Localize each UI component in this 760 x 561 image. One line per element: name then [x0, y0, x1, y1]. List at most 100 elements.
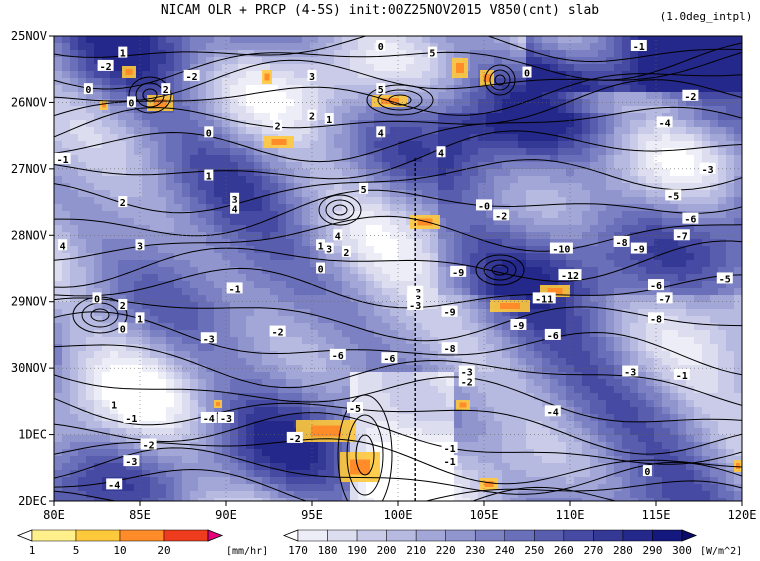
olr-cell [630, 414, 639, 422]
olr-cell [654, 127, 663, 135]
olr-cell [422, 57, 431, 65]
olr-cell [54, 92, 63, 100]
olr-cell [102, 421, 111, 429]
olr-cell [454, 379, 463, 387]
olr-cell [542, 365, 551, 373]
olr-cell [638, 218, 647, 226]
olr-cell [686, 400, 695, 408]
olr-cell [158, 393, 167, 401]
olr-cell [638, 134, 647, 142]
olr-cell [398, 71, 407, 79]
olr-cell [510, 64, 519, 72]
olr-cell [630, 344, 639, 352]
olr-cell [142, 127, 151, 135]
olr-cell [70, 36, 79, 44]
olr-cell [190, 358, 199, 366]
olr-cell [142, 246, 151, 254]
olr-cell [542, 36, 551, 44]
olr-cell [230, 358, 239, 366]
olr-cell [286, 232, 295, 240]
olr-cell [302, 211, 311, 219]
olr-cell [342, 260, 351, 268]
olr-cell [342, 393, 351, 401]
olr-cell [342, 106, 351, 114]
olr-cell [542, 127, 551, 135]
olr-cell [382, 330, 391, 338]
olr-cell [414, 239, 423, 247]
olr-cell [614, 260, 623, 268]
olr-cell [686, 99, 695, 107]
olr-cell [350, 43, 359, 51]
olr-cell [206, 351, 215, 359]
olr-cell [254, 57, 263, 65]
olr-cell [678, 127, 687, 135]
olr-cell [142, 155, 151, 163]
olr-cell [654, 323, 663, 331]
olr-cell [502, 71, 511, 79]
olr-cell [166, 337, 175, 345]
olr-cell [526, 253, 535, 261]
olr-cell [518, 92, 527, 100]
olr-cell [710, 386, 719, 394]
olr-cell [574, 148, 583, 156]
olr-cell [102, 400, 111, 408]
olr-cell [718, 344, 727, 352]
olr-cell [718, 239, 727, 247]
olr-cell [182, 344, 191, 352]
olr-cell [510, 134, 519, 142]
olr-cell [334, 358, 343, 366]
olr-cell [702, 386, 711, 394]
olr-cell [726, 253, 735, 261]
olr-cell [110, 183, 119, 191]
olr-cell [294, 358, 303, 366]
olr-cell [54, 225, 63, 233]
olr-cell [558, 330, 567, 338]
olr-cell [622, 274, 631, 282]
olr-cell [278, 36, 287, 44]
olr-cell [638, 99, 647, 107]
olr-cell [630, 127, 639, 135]
olr-cell [366, 197, 375, 205]
olr-cell [126, 428, 135, 436]
olr-cell [206, 323, 215, 331]
olr-cell [350, 71, 359, 79]
olr-cell [134, 323, 143, 331]
olr-cell [494, 169, 503, 177]
olr-cell [510, 113, 519, 121]
olr-cell [718, 330, 727, 338]
olr-cell [454, 253, 463, 261]
olr-cell [382, 134, 391, 142]
olr-cell [454, 414, 463, 422]
olr-cell [54, 281, 63, 289]
olr-cell [382, 302, 391, 310]
olr-cell [630, 302, 639, 310]
olr-cell [502, 155, 511, 163]
olr-cell [158, 127, 167, 135]
olr-cell [62, 288, 71, 296]
olr-cell [454, 78, 463, 86]
olr-cell [166, 155, 175, 163]
olr-cell [246, 337, 255, 345]
olr-cell [302, 323, 311, 331]
olr-cell [126, 400, 135, 408]
olr-cell [670, 309, 679, 317]
olr-cell [126, 36, 135, 44]
olr-cell [366, 330, 375, 338]
olr-cell [238, 351, 247, 359]
olr-cell [134, 197, 143, 205]
olr-cell [94, 372, 103, 380]
olr-cell [182, 400, 191, 408]
olr-cell [102, 260, 111, 268]
olr-cell [150, 379, 159, 387]
olr-cell [326, 393, 335, 401]
olr-cell [54, 141, 63, 149]
olr-cell [286, 351, 295, 359]
olr-cell [286, 274, 295, 282]
olr-cell [574, 155, 583, 163]
olr-cell [94, 288, 103, 296]
olr-cell [622, 414, 631, 422]
olr-cell [726, 64, 735, 72]
olr-cell [622, 386, 631, 394]
olr-cell [342, 183, 351, 191]
olr-cell [510, 197, 519, 205]
